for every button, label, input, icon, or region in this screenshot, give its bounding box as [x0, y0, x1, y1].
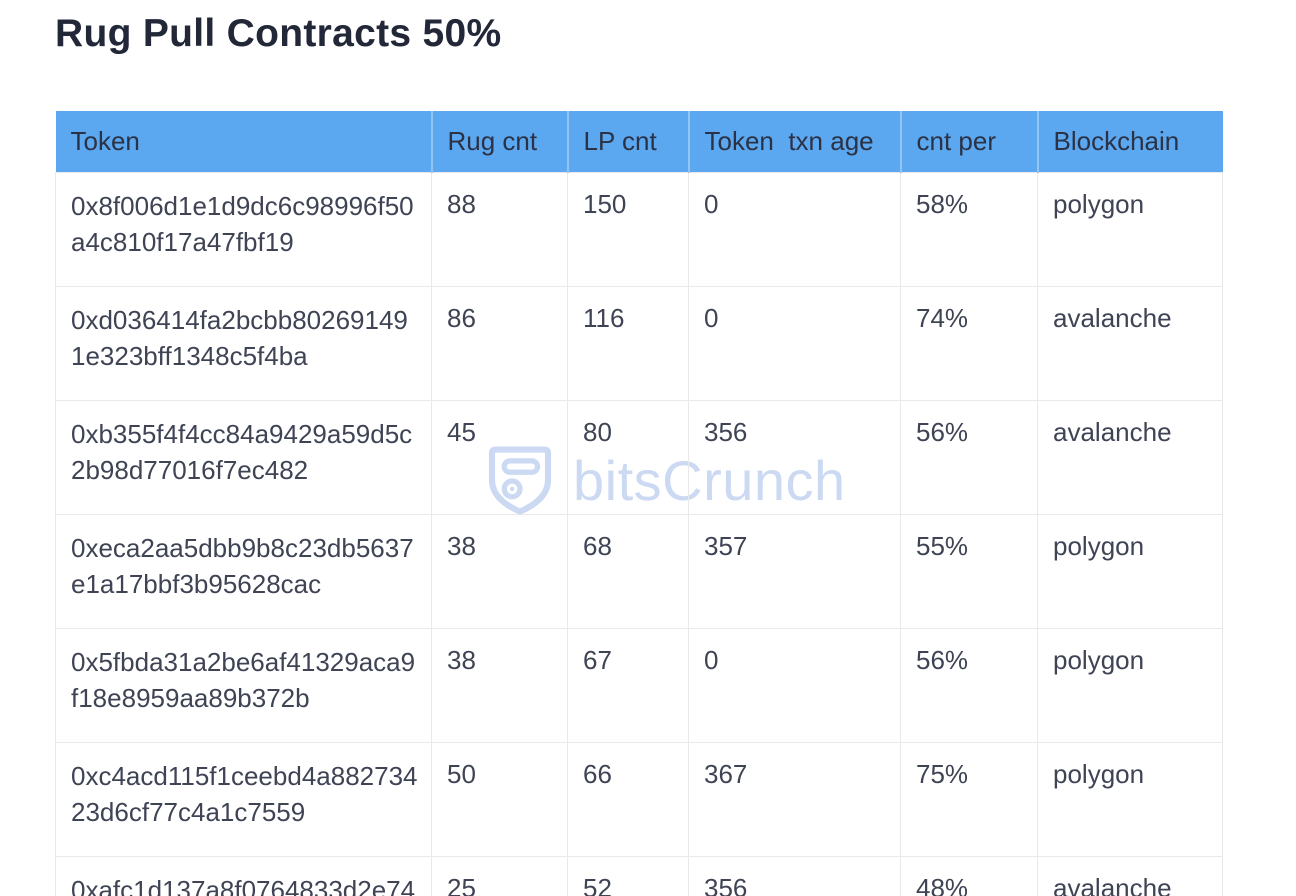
lp-cnt-cell: 68: [567, 514, 689, 629]
column-header-lp-cnt: LP cnt: [567, 111, 690, 173]
table-row: 0x8f006d1e1d9dc6c98996f50a4c810f17a47fbf…: [55, 172, 1223, 287]
table-row: 0xeca2aa5dbb9b8c23db5637e1a17bbf3b95628c…: [55, 514, 1223, 629]
token-txn-age-cell: 356: [688, 400, 901, 515]
token-cell: 0xb355f4f4cc84a9429a59d5c2b98d77016f7ec4…: [55, 400, 432, 515]
token-txn-age-cell: 0: [688, 628, 901, 743]
rug-cnt-cell: 38: [431, 628, 568, 743]
cnt-per-cell: 48%: [900, 856, 1038, 896]
lp-cnt-cell: 67: [567, 628, 689, 743]
column-header-rug-cnt: Rug cnt: [431, 111, 569, 173]
token-cell: 0xeca2aa5dbb9b8c23db5637e1a17bbf3b95628c…: [55, 514, 432, 629]
blockchain-cell: polygon: [1037, 514, 1223, 629]
rug-cnt-cell: 25: [431, 856, 568, 896]
table-row: 0xafc1d137a8f0764833d2e74efb2f0b171bc2cd…: [55, 856, 1223, 896]
page-title: Rug Pull Contracts 50%: [55, 12, 502, 55]
table-row: 0xc4acd115f1ceebd4a88273423d6cf77c4a1c75…: [55, 742, 1223, 857]
rug-cnt-cell: 50: [431, 742, 568, 857]
column-header-token: Token: [55, 111, 433, 173]
blockchain-cell: avalanche: [1037, 400, 1223, 515]
column-header-token-txn-age: Token txn age: [688, 111, 902, 173]
rug-pull-contracts-table: Token Rug cnt LP cnt Token txn age cnt p…: [55, 111, 1223, 896]
blockchain-cell: avalanche: [1037, 286, 1223, 401]
cnt-per-cell: 56%: [900, 400, 1038, 515]
token-txn-age-cell: 0: [688, 286, 901, 401]
blockchain-cell: avalanche: [1037, 856, 1223, 896]
blockchain-cell: polygon: [1037, 628, 1223, 743]
blockchain-cell: polygon: [1037, 742, 1223, 857]
token-cell: 0x8f006d1e1d9dc6c98996f50a4c810f17a47fbf…: [55, 172, 432, 287]
lp-cnt-cell: 66: [567, 742, 689, 857]
column-header-cnt-per: cnt per: [900, 111, 1039, 173]
token-txn-age-cell: 367: [688, 742, 901, 857]
token-cell: 0x5fbda31a2be6af41329aca9f18e8959aa89b37…: [55, 628, 432, 743]
lp-cnt-cell: 150: [567, 172, 689, 287]
blockchain-cell: polygon: [1037, 172, 1223, 287]
rug-cnt-cell: 88: [431, 172, 568, 287]
token-txn-age-cell: 356: [688, 856, 901, 896]
rug-cnt-cell: 45: [431, 400, 568, 515]
cnt-per-cell: 56%: [900, 628, 1038, 743]
token-txn-age-cell: 357: [688, 514, 901, 629]
lp-cnt-cell: 52: [567, 856, 689, 896]
token-cell: 0xc4acd115f1ceebd4a88273423d6cf77c4a1c75…: [55, 742, 432, 857]
table-row: 0xd036414fa2bcbb802691491e323bff1348c5f4…: [55, 286, 1223, 401]
cnt-per-cell: 55%: [900, 514, 1038, 629]
cnt-per-cell: 74%: [900, 286, 1038, 401]
cnt-per-cell: 75%: [900, 742, 1038, 857]
token-cell: 0xd036414fa2bcbb802691491e323bff1348c5f4…: [55, 286, 432, 401]
lp-cnt-cell: 80: [567, 400, 689, 515]
column-header-blockchain: Blockchain: [1037, 111, 1223, 173]
lp-cnt-cell: 116: [567, 286, 689, 401]
token-cell: 0xafc1d137a8f0764833d2e74efb2f0b171bc2cd…: [55, 856, 432, 896]
table-container: bitsCrunch Token Rug cnt LP cnt Token tx…: [55, 111, 1223, 896]
table-row: 0x5fbda31a2be6af41329aca9f18e8959aa89b37…: [55, 628, 1223, 743]
rug-cnt-cell: 86: [431, 286, 568, 401]
cnt-per-cell: 58%: [900, 172, 1038, 287]
rug-cnt-cell: 38: [431, 514, 568, 629]
token-txn-age-cell: 0: [688, 172, 901, 287]
table-row: 0xb355f4f4cc84a9429a59d5c2b98d77016f7ec4…: [55, 400, 1223, 515]
header-row: Token Rug cnt LP cnt Token txn age cnt p…: [55, 111, 1223, 173]
